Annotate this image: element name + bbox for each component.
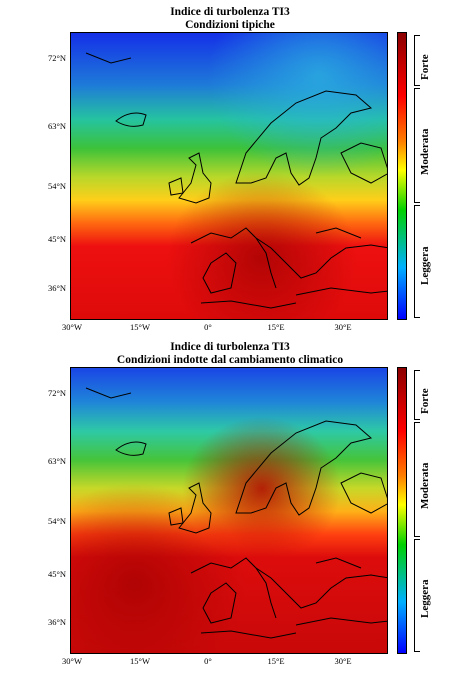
title-line-1: Indice di turbolenza TI3 <box>170 341 290 353</box>
lat-label: 45°N <box>47 569 66 579</box>
panel-title: Indice di turbolenza TI3 Condizioni indo… <box>60 341 400 367</box>
title-line-2: Condizioni indotte dal cambiamento clima… <box>116 354 344 366</box>
lon-label: 30°W <box>62 656 82 666</box>
lon-label: 15°W <box>130 322 150 332</box>
lat-label: 63°N <box>47 121 66 131</box>
lon-label: 30°E <box>334 656 352 666</box>
lon-label: 30°E <box>334 322 352 332</box>
turbulence-map <box>70 367 388 654</box>
colorbar <box>397 32 407 320</box>
legend-bracket-leggera <box>414 205 420 318</box>
legend-bracket-leggera <box>414 539 420 652</box>
lat-label: 72°N <box>47 53 66 63</box>
lon-label: 15°E <box>267 656 285 666</box>
lat-label: 45°N <box>47 234 66 244</box>
lat-label: 54°N <box>47 181 66 191</box>
lat-label: 63°N <box>47 456 66 466</box>
lon-label: 0° <box>204 656 212 666</box>
lon-label: 0° <box>204 322 212 332</box>
lat-label: 36°N <box>47 283 66 293</box>
legend-label-forte: Forte <box>419 54 431 80</box>
turbulence-map <box>70 32 388 320</box>
lat-label: 54°N <box>47 516 66 526</box>
coastlines <box>85 387 387 639</box>
legend-label-moderata: Moderata <box>419 462 431 509</box>
title-line-1: Indice di turbolenza TI3 <box>170 6 290 18</box>
lat-label: 72°N <box>47 388 66 398</box>
coastlines <box>85 52 387 309</box>
legend-label-leggera: Leggera <box>419 579 431 618</box>
legend-label-forte: Forte <box>419 388 431 414</box>
colorbar <box>397 367 407 654</box>
lat-label: 36°N <box>47 617 66 627</box>
legend-bracket-forte <box>414 370 420 420</box>
legend-label-moderata: Moderata <box>419 128 431 175</box>
panel-title: Indice di turbolenza TI3 Condizioni tipi… <box>60 6 400 32</box>
lon-label: 15°W <box>130 656 150 666</box>
legend-bracket-forte <box>414 35 420 86</box>
legend-bracket-moderata <box>414 88 420 203</box>
legend-label-leggera: Leggera <box>419 246 431 285</box>
legend-bracket-moderata <box>414 422 420 537</box>
title-line-2: Condizioni tipiche <box>185 19 275 31</box>
lon-label: 15°E <box>267 322 285 332</box>
lon-label: 30°W <box>62 322 82 332</box>
